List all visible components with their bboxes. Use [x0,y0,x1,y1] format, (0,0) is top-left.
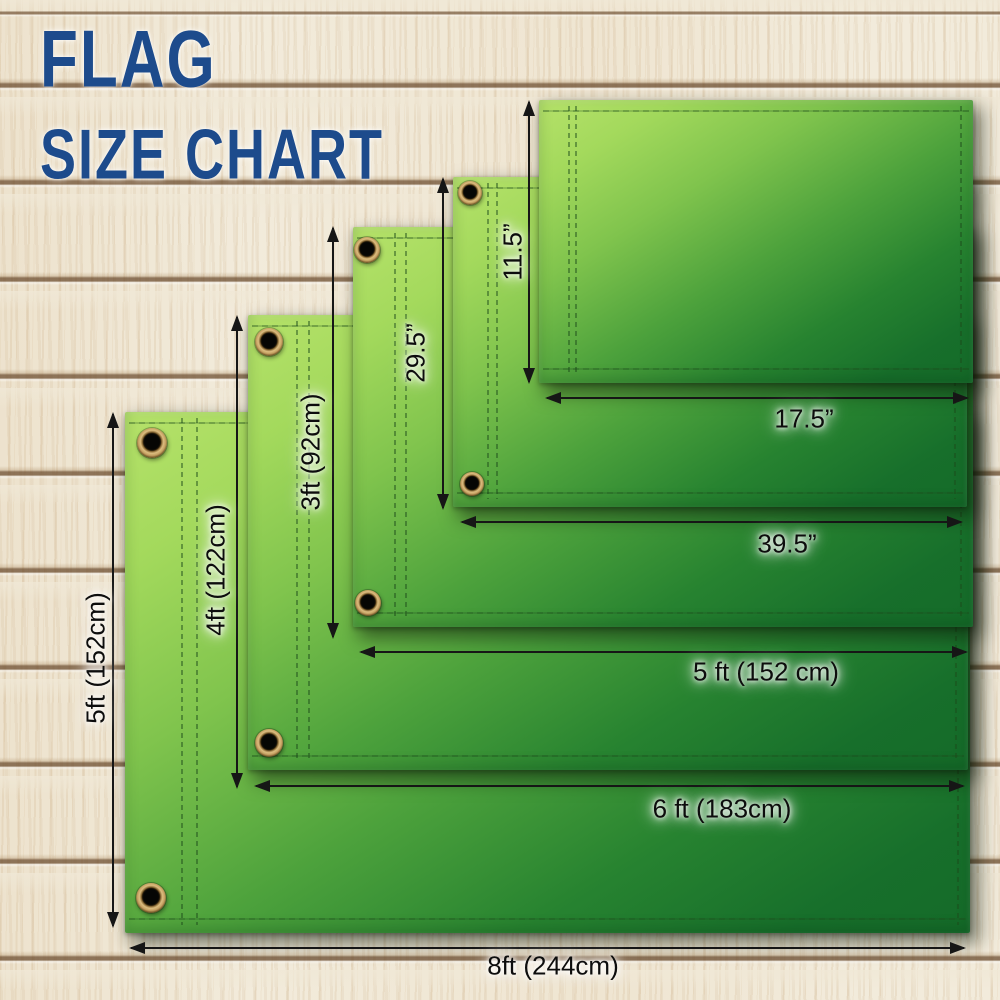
stitch-line-left-1 [568,106,570,375]
flag-29in-39in-height-label: 29.5” [400,323,431,383]
stitch-line-bottom [357,612,969,614]
stitch-line-left-2 [496,183,498,499]
grommet [255,729,283,757]
flag-4ft-6ft-width-arrow [254,780,965,792]
flag-4ft-6ft-width-label: 6 ft (183cm) [652,793,792,824]
flag-11in-17in-width-label: 17.5” [774,403,834,434]
stitch-line-bottom [543,368,969,370]
flag-4ft-6ft-height-arrow [231,315,243,789]
grommet [255,328,283,356]
flag-11in-17in-height-label: 11.5” [497,223,528,281]
stitch-line-left-1 [296,321,298,762]
grommet [460,472,484,496]
stitch-line-right [960,106,962,375]
stitch-line-bottom [129,918,966,920]
flag-3ft-5ft-width-label: 5 ft (152 cm) [693,656,839,687]
title-line-flag: FLAG [40,14,217,105]
grommet [136,883,166,913]
stitch-line-left-1 [487,183,489,499]
flag-11in-17in-height-arrow [523,100,535,384]
flag-11in-17in-width-arrow [545,392,969,404]
flag-5ft-8ft-width-label: 8ft (244cm) [487,950,619,981]
flag-29in-39in-height-arrow [437,177,449,510]
flag-5ft-8ft-height-label: 5ft (152cm) [80,592,111,724]
flag-11in-17in [539,100,973,383]
stitch-line-left-2 [196,418,198,925]
flag-5ft-8ft-height-arrow [107,412,119,928]
flag-29in-39in-width-label: 39.5” [757,528,817,559]
stitch-line-left-2 [308,321,310,762]
title-line-size-chart: SIZE CHART [40,116,384,195]
grommet [355,590,381,616]
flag-3ft-5ft-height-arrow [327,226,339,639]
stitch-line-bottom [252,755,964,757]
flag-4ft-6ft-height-label: 4ft (122cm) [200,504,231,636]
flag-3ft-5ft-width-arrow [359,646,968,658]
stitch-line-left-1 [394,233,396,619]
stitch-line-top [543,110,969,112]
grommet [354,237,380,263]
stitch-line-left-1 [181,418,183,925]
stitch-line-left-2 [405,233,407,619]
flag-5ft-8ft-width-arrow [129,942,966,954]
stitch-line-left-2 [575,106,577,375]
stitch-line-bottom [457,492,963,494]
grommet [458,181,482,205]
flag-3ft-5ft-height-label: 3ft (92cm) [295,393,326,511]
page-title: FLAG SIZE CHART [40,14,384,190]
flag-29in-39in-width-arrow [460,516,963,528]
grommet [137,428,167,458]
